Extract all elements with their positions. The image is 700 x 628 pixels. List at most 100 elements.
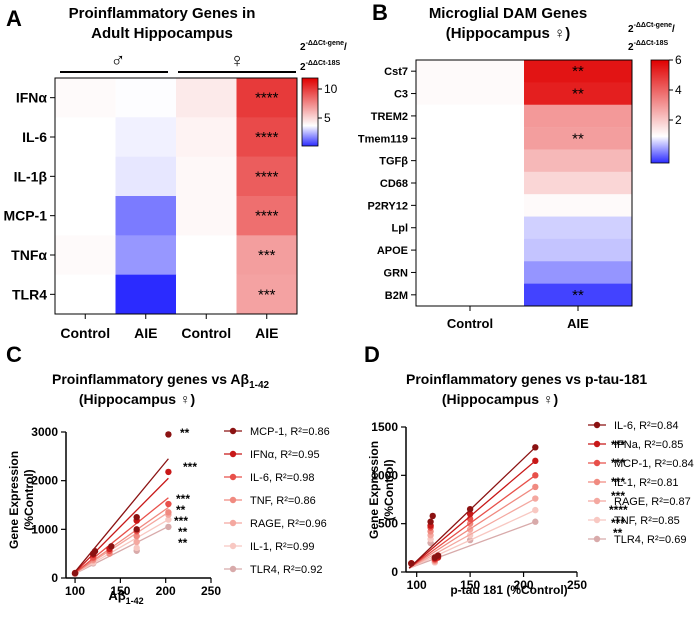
colorbar-b-tick-label: 4 [675, 83, 682, 97]
legend-marker [593, 535, 601, 543]
significance-label: *** [611, 456, 625, 470]
heatmap-a-frame [54, 77, 298, 315]
data-point [466, 510, 474, 518]
heatmap-cell [524, 171, 633, 195]
heatmap-cell [236, 274, 298, 315]
data-point [532, 444, 539, 451]
heatmap-cell [55, 117, 116, 157]
row-label: P2RY12 [367, 200, 408, 212]
panel-b-title-line2: (Hippocampus ♀) [446, 25, 571, 42]
legend-label: IFNa, R²=0.85 [614, 439, 683, 451]
data-point [133, 544, 140, 552]
legend-marker [229, 565, 237, 573]
regression-line [71, 511, 169, 576]
male-symbol: ♂ [111, 50, 126, 72]
y-tick-label: 0 [391, 565, 398, 579]
heatmap-cell [176, 274, 237, 315]
heatmap-cell [416, 194, 525, 217]
heatmap-cell [524, 261, 633, 284]
colorbar-a-label-top: 2-ΔΔCt-gene/ [300, 40, 347, 53]
row-label: Tmem119 [358, 133, 408, 145]
colorbar-b-tick-label: 6 [675, 53, 682, 67]
legend-c: MCP-1, R²=0.86 IFNα, R²=0.95 IL-6, R²=0.98… [224, 426, 330, 576]
significance-label: ** [572, 287, 584, 304]
panel-c-ylabel-line1: Gene Expression [7, 451, 21, 549]
heatmap-cell [416, 216, 525, 240]
heatmap-cell [176, 156, 237, 197]
legend-label: IL-6, R²=0.98 [250, 472, 315, 484]
regression-line [408, 509, 536, 569]
data-point [108, 543, 115, 550]
column-label: Control [60, 325, 110, 341]
significance-label: ** [572, 63, 584, 80]
heatmap-cell [524, 104, 633, 128]
heatmap-cell [524, 127, 633, 150]
regression-line [71, 506, 169, 576]
x-tick-label: 150 [460, 578, 480, 592]
panel-b: B Microglial DAM Genes (Hippocampus ♀) *… [358, 0, 682, 331]
heatmap-a: **** IFNα **** IL-6 **** IL-1β **** MCP-1 *** TNF… [3, 78, 298, 341]
x-tick-label: 250 [567, 578, 587, 592]
heatmap-cell [416, 261, 525, 284]
data-point [133, 538, 140, 546]
data-point [71, 569, 79, 577]
scatter-d: 100 150 200 250050010001500****************… [371, 420, 628, 592]
significance-label: ** [178, 536, 188, 550]
y-tick-label: 3000 [31, 425, 58, 439]
legend-label: RAGE, R²=0.96 [250, 518, 327, 530]
colorbar-a: 2-ΔΔCt-gene/ 2-ΔΔCt-18S 10 5 [300, 40, 347, 147]
panel-c-title-line2: (Hippocampus ♀) [79, 391, 195, 407]
row-label: CD68 [380, 178, 408, 190]
legend-marker [229, 542, 237, 550]
y-tick-label: 500 [378, 517, 398, 531]
heatmap-cell [176, 235, 237, 275]
data-point [532, 495, 539, 502]
legend-label: TNF, R²=0.86 [250, 495, 316, 507]
heatmap-cell [55, 78, 116, 118]
panel-a-letter: A [6, 6, 22, 31]
data-point [133, 526, 140, 533]
heatmap-cell [416, 82, 525, 106]
heatmap-cell [524, 82, 633, 106]
heatmap-cell [55, 235, 116, 275]
row-label: TLR4 [12, 286, 47, 302]
data-point [466, 505, 474, 513]
legend-marker [229, 519, 237, 527]
regression-line [408, 497, 536, 569]
data-point [429, 512, 436, 520]
colorbar-a-gradient [301, 77, 319, 147]
panel-c-letter: C [6, 342, 22, 367]
row-label: IL-1β [14, 168, 48, 184]
significance-label: *** [258, 247, 276, 264]
significance-label: *** [258, 286, 276, 303]
legend-label: MCP-1, R²=0.86 [250, 426, 330, 438]
regression-line [408, 521, 536, 569]
heatmap-cell [416, 104, 525, 128]
legend-marker [593, 421, 601, 429]
data-point [165, 523, 172, 531]
heatmap-cell [55, 196, 116, 236]
colorbar-b-label-bottom: 2-ΔΔCt-18S [628, 40, 668, 53]
x-tick-label: 100 [65, 584, 85, 598]
data-point [165, 500, 172, 508]
data-point [532, 506, 539, 514]
data-point [133, 513, 140, 521]
legend-d: IL-6, R²=0.84 IFNa, R²=0.85 MCP-1, R²=0.84… [588, 420, 694, 546]
heatmap-cell [115, 156, 177, 197]
colorbar-b-label-top: 2-ΔΔCt-gene/ [628, 22, 675, 35]
legend-marker [593, 478, 601, 486]
heatmap-cell [236, 117, 298, 157]
panel-d-ylabel-line2: (%Control) [382, 459, 396, 520]
legend-label: MCP-1, R²=0.84 [614, 458, 694, 470]
colorbar-b-gradient [650, 59, 670, 164]
significance-label: **** [255, 90, 279, 107]
significance-label: **** [255, 208, 279, 225]
legend-label: TLR4, R²=0.69 [614, 534, 686, 546]
y-tick-label: 1000 [31, 522, 58, 536]
legend-marker [229, 496, 237, 504]
heatmap-b: ** Cst7 ** C3 TREM2 ** Tmem119 TGFβ CD68 P2RY12 Lp… [358, 60, 633, 331]
colorbar-b-tick-label: 2 [675, 113, 682, 127]
row-label: TREM2 [371, 111, 408, 123]
heatmap-cell [524, 60, 633, 83]
